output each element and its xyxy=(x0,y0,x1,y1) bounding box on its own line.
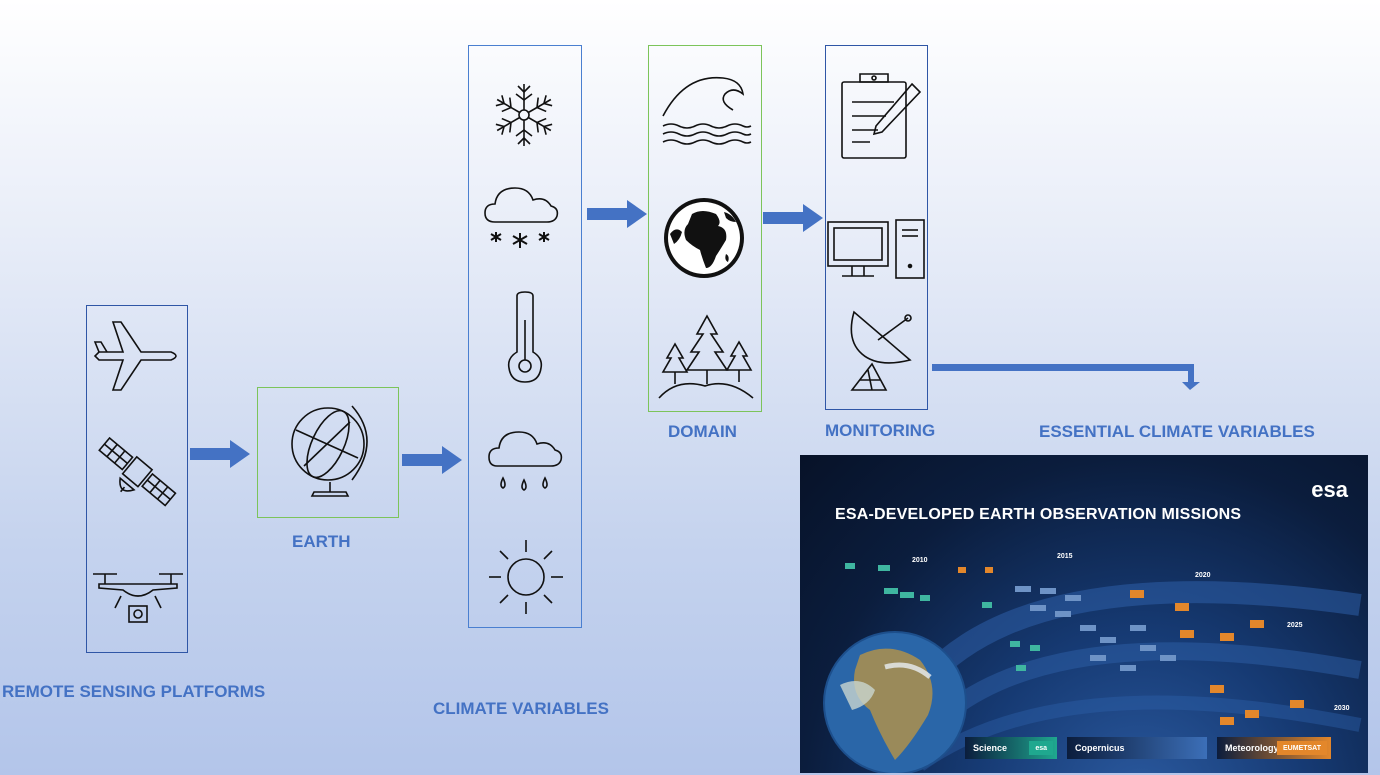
snow-cloud-icon xyxy=(483,182,561,254)
poster-artwork xyxy=(823,563,1362,773)
esa-missions-poster: esa ESA-DEVELOPED EARTH OBSERVATION MISS… xyxy=(800,455,1368,773)
platforms-box xyxy=(86,305,188,653)
ecv-label: ESSENTIAL CLIMATE VARIABLES xyxy=(1039,422,1315,441)
airplane-icon xyxy=(93,316,183,396)
monitoring-box xyxy=(825,45,928,410)
satellite-dish-icon xyxy=(842,310,918,394)
year-label: 2020 xyxy=(1195,572,1211,579)
legend-science-label: Science xyxy=(973,743,1008,753)
arrow-earth-to-climate xyxy=(402,444,464,481)
sun-icon xyxy=(487,538,565,616)
climate-variables-label: CLIMATE VARIABLES xyxy=(433,699,609,718)
legend-science: Science esa xyxy=(965,737,1057,759)
earth-africa-icon xyxy=(662,196,746,280)
domain-label: DOMAIN xyxy=(668,422,737,441)
earth-box xyxy=(257,387,399,518)
computer-icon xyxy=(826,218,928,284)
year-label: 2010 xyxy=(912,557,928,564)
arrow-domain-to-monitoring xyxy=(763,202,825,239)
domain-box xyxy=(648,45,762,412)
drone-icon xyxy=(91,568,185,632)
rain-cloud-icon xyxy=(487,426,563,498)
climate-variables-box xyxy=(468,45,582,628)
globe-icon xyxy=(286,400,372,504)
legend-meteorology-label: Meteorology xyxy=(1225,743,1279,753)
arrow-climate-to-domain xyxy=(587,198,649,235)
earth-label: EARTH xyxy=(292,532,351,551)
satellite-icon xyxy=(93,426,183,516)
year-label: 2030 xyxy=(1334,705,1350,712)
remote-sensing-label: REMOTE SENSING PLATFORMS xyxy=(2,682,266,701)
legend-science-tag: esa xyxy=(1029,741,1053,755)
year-label: 2015 xyxy=(1057,553,1073,560)
thermometer-icon xyxy=(503,290,547,384)
snowflake-icon xyxy=(491,82,557,148)
year-label: 2025 xyxy=(1287,622,1303,629)
arrow-monitoring-to-ecv xyxy=(932,362,1204,397)
wave-icon xyxy=(661,72,753,148)
legend-meteorology-tag: EUMETSAT xyxy=(1277,741,1327,755)
legend-copernicus-label: Copernicus xyxy=(1075,743,1125,753)
esa-logo: esa xyxy=(1311,477,1348,502)
poster-title: ESA-DEVELOPED EARTH OBSERVATION MISSIONS xyxy=(835,506,1242,523)
monitoring-label: MONITORING xyxy=(825,421,936,440)
legend-meteorology: Meteorology EUMETSAT xyxy=(1217,737,1331,759)
legend-copernicus: Copernicus xyxy=(1067,737,1207,759)
arrow-platforms-to-earth xyxy=(190,438,252,475)
clipboard-icon xyxy=(840,70,924,162)
forest-icon xyxy=(657,314,755,400)
